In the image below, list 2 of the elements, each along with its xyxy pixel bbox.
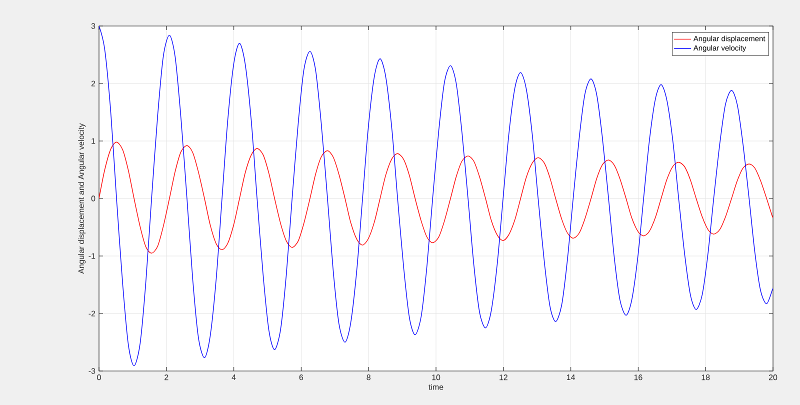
line-series [99,26,774,366]
line-series [99,142,774,254]
